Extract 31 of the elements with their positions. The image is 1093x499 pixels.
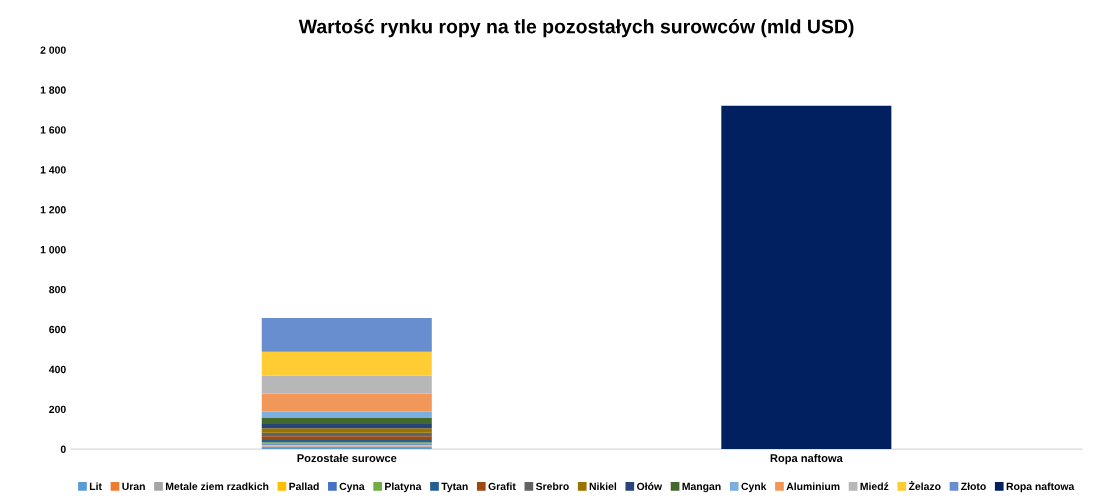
y-tick-label: 600: [49, 325, 66, 334]
legend-label: Grafit: [488, 482, 516, 491]
legend-label: Ołów: [637, 482, 663, 491]
legend-label: Żelazo: [908, 481, 941, 491]
chart-title: Wartość rynku ropy na tle pozostałych surowców (mld USD): [298, 18, 854, 38]
y-tick-label: 1 400: [40, 166, 66, 174]
legend-label: Złoto: [961, 482, 986, 491]
y-tick-label: 2 000: [40, 46, 66, 54]
legend-label: Tytan: [441, 482, 468, 493]
y-tick-label: 1 600: [40, 126, 66, 134]
legend-label: Miedź: [860, 482, 889, 491]
legend-label: Ropa naftowa: [1006, 482, 1075, 493]
y-tick-label: 1 000: [40, 246, 66, 254]
legend-label: Pallad: [289, 482, 319, 491]
legend-label: Cyna: [339, 482, 365, 493]
y-tick-label: 1 200: [40, 206, 66, 214]
y-tick-label: 1 800: [40, 86, 66, 94]
legend-label: Uran: [122, 482, 145, 491]
legend-label: Lit: [89, 482, 102, 491]
legend-label: Platyna: [385, 482, 422, 493]
y-tick-label: 400: [48, 365, 66, 374]
legend-label: Metale ziem rzadkich: [165, 482, 269, 491]
y-tick-label: 0: [60, 445, 66, 453]
legend-label: Aluminium: [786, 482, 840, 491]
y-tick-label: 200: [49, 405, 66, 414]
legend-label: Nikiel: [589, 482, 617, 491]
y-tick-label: 800: [49, 285, 66, 294]
legend-label: Mangan: [682, 482, 721, 493]
legend-label: Cynk: [741, 482, 767, 493]
x-tick-label: Pozostałe surowce: [297, 453, 397, 463]
legend-label: Srebro: [535, 482, 569, 491]
